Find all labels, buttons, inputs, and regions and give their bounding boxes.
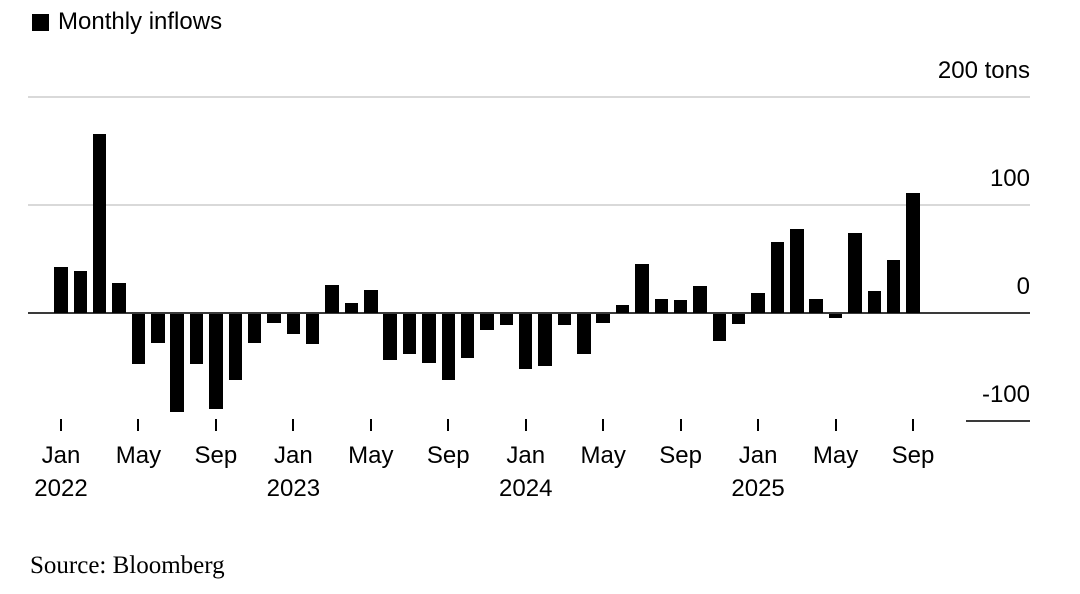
bar-feb-2023 [305,314,320,345]
x-tick-label-month: Jan [41,442,81,469]
bar-nov-2022 [247,314,262,344]
bar-mar-2025 [790,228,804,313]
bar-mar-2024 [557,314,572,325]
bar-sep-2022 [209,314,223,409]
bar-apr-2024 [577,314,591,354]
bar-jan-2024 [518,314,533,369]
bar-jun-2023 [383,314,397,361]
x-tick-mark [369,419,372,431]
bar-oct-2023 [460,314,475,359]
bar-jul-2024 [635,264,649,313]
bar-mar-2022 [92,134,107,313]
bar-mar-2023 [325,284,339,313]
x-tick-mark [447,419,450,431]
bar-oct-2022 [228,314,243,380]
x-tick-label-month: Sep [659,442,702,469]
bar-may-2023 [364,290,378,313]
x-tick-mark [292,419,295,431]
x-tick-mark [524,419,527,431]
bar-aug-2024 [654,298,669,313]
x-tick-mark [679,419,682,431]
x-tick-mark [60,419,62,431]
bar-jun-2024 [615,305,630,313]
x-tick-label-year: 2023 [266,475,321,502]
legend-swatch-icon [32,13,49,31]
bar-may-2024 [596,314,610,323]
bar-aug-2025 [886,260,901,313]
bar-may-2022 [131,314,146,364]
y-axis-label--100: -100 [981,380,1030,408]
bar-jul-2023 [402,314,417,354]
source-text: Source: Bloomberg [30,552,225,579]
bar-nov-2024 [712,314,727,341]
gridline-100 [28,204,1030,207]
bar-dec-2024 [731,314,746,324]
x-tick-label-month: Sep [194,442,238,469]
bar-dec-2023 [499,314,514,325]
x-tick-mark [602,419,605,431]
x-tick-mark [137,419,140,431]
bar-jul-2022 [170,314,184,413]
x-tick-label-year: 2024 [499,475,553,502]
bar-jun-2025 [848,233,862,313]
x-tick-label-month: Jan [738,442,778,469]
bar-apr-2022 [112,282,126,313]
x-tick-mark [757,419,760,431]
gridline-200 [28,96,1030,99]
bar-jan-2025 [751,292,765,313]
y-axis-label-200: 200 tons [937,57,1030,85]
bar-feb-2024 [538,314,552,366]
zero-axis-line [28,312,1030,314]
gridline--100 [966,419,1030,422]
x-tick-label-month: Jan [274,442,313,469]
bar-dec-2022 [267,314,281,323]
bar-nov-2023 [480,314,494,331]
x-tick-label-month: Jan [506,442,546,469]
x-tick-label-year: 2022 [34,475,88,502]
bar-aug-2022 [189,314,204,364]
x-tick-mark [214,419,217,431]
x-tick-label-month: Sep [891,442,935,469]
y-axis-label-0: 0 [1016,273,1030,300]
bar-oct-2024 [693,286,707,313]
bar-feb-2022 [73,270,88,313]
bar-sep-2024 [673,300,688,313]
x-tick-mark [834,419,837,431]
bar-apr-2025 [809,298,823,313]
bar-feb-2025 [770,241,785,313]
bar-jul-2025 [867,291,882,313]
bar-jan-2023 [286,314,301,335]
bar-may-2025 [828,314,843,319]
x-tick-label-month: Sep [426,442,470,469]
bar-sep-2023 [441,314,456,380]
legend-label: Monthly inflows [58,8,223,35]
bar-apr-2023 [344,303,359,313]
bar-jun-2022 [151,314,165,344]
x-tick-label-month: May [115,442,162,469]
bar-jan-2022 [54,266,68,313]
x-tick-label-month: May [812,442,859,469]
bar-sep-2025 [906,193,920,313]
x-tick-label-year: 2025 [731,475,785,502]
bar-aug-2023 [422,314,436,363]
x-tick-label-month: May [580,442,626,469]
x-tick-mark [912,419,915,431]
x-tick-label-month: May [348,442,394,469]
y-axis-label-100: 100 [989,165,1030,193]
legend: Monthly inflows [32,10,222,34]
